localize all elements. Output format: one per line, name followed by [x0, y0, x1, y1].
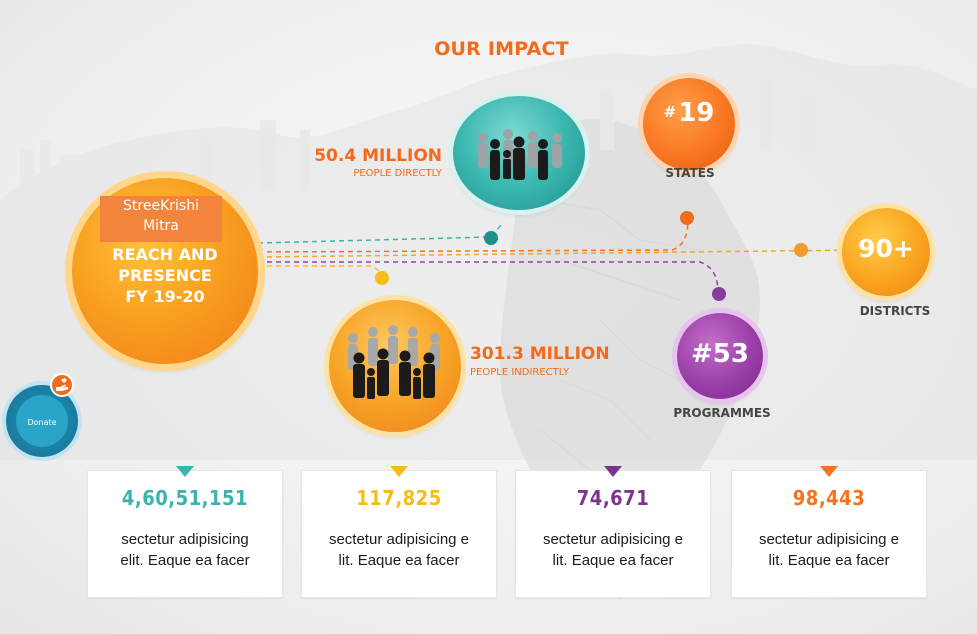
card-text-line2: lit. Eaque ea facer	[768, 552, 890, 569]
states-prefix: #	[663, 103, 677, 121]
hand-heart-icon[interactable]	[50, 373, 74, 397]
card-pointer-icon	[176, 466, 194, 477]
card-text-line2: lit. Eaque ea facer	[338, 552, 460, 569]
card-description: sectetur adipisicing e lit. Eaque ea face…	[313, 520, 485, 582]
card-description: sectetur adipisicing e lit. Eaque ea face…	[743, 520, 915, 582]
card-pointer-icon	[820, 466, 838, 477]
purple-dot	[712, 287, 726, 301]
reach-line3: FY 19-20	[125, 287, 205, 306]
states-circle	[643, 78, 735, 170]
districts-label: DISTRICTS	[859, 304, 931, 318]
states-count: #19	[643, 98, 735, 128]
indirect-reach-value: 301.3 MILLION	[470, 344, 610, 364]
card-pointer-icon	[390, 466, 408, 477]
reach-heading: REACH AND PRESENCE FY 19-20	[72, 244, 258, 307]
districts-count: 90+	[858, 234, 914, 263]
page-title: OUR IMPACT	[434, 38, 569, 60]
card-value: 117,825	[356, 486, 442, 510]
org-name-box: StreeKrishi Mitra	[100, 196, 222, 242]
indirect-reach-label: PEOPLE INDIRECTLY	[470, 367, 570, 378]
direct-reach-value: 50.4 MILLION	[314, 146, 442, 166]
card-text-line1: sectetur adipisicing	[121, 531, 249, 548]
card-description: sectetur adipisicing e lit. Eaque ea face…	[527, 520, 699, 582]
districts-circle	[842, 208, 930, 296]
card-text-line1: sectetur adipisicing e	[542, 531, 684, 548]
orange-dot	[680, 211, 694, 225]
card-value: 4,60,51,151	[121, 486, 249, 510]
reach-line2: PRESENCE	[118, 266, 212, 285]
states-label: STATES	[665, 166, 715, 180]
programmes-circle	[677, 313, 763, 399]
direct-reach-label: PEOPLE DIRECTLY	[353, 168, 442, 179]
states-value: 19	[678, 98, 715, 128]
teal-dot	[484, 231, 498, 245]
card-text-line1: sectetur adipisicing e	[758, 531, 900, 548]
org-name-line2: Mitra	[143, 218, 179, 234]
card-text-line1: sectetur adipisicing e	[328, 531, 470, 548]
yellow-dot-right	[794, 243, 808, 257]
reach-line1: REACH AND	[112, 245, 218, 264]
yellow-dot-left	[375, 271, 389, 285]
card-description: sectetur adipisicing elit. Eaque ea facer	[99, 520, 271, 582]
card-text-line2: elit. Eaque ea facer	[120, 552, 250, 569]
people-group-icon	[478, 129, 562, 180]
people-direct-circle	[453, 96, 585, 210]
card-value: 74,671	[576, 486, 650, 510]
card-pointer-icon	[604, 466, 622, 477]
donate-inner[interactable]	[16, 395, 68, 447]
donate-label[interactable]: Donate	[27, 418, 57, 427]
programmes-label: PROGRAMMES	[673, 406, 771, 420]
card-text-line2: lit. Eaque ea facer	[552, 552, 674, 569]
org-name-line1: StreeKrishi	[123, 198, 199, 214]
card-value: 98,443	[792, 486, 866, 510]
programmes-count: #53	[691, 339, 749, 369]
people-indirect-circle	[329, 300, 461, 432]
crowd-icon	[348, 325, 440, 399]
